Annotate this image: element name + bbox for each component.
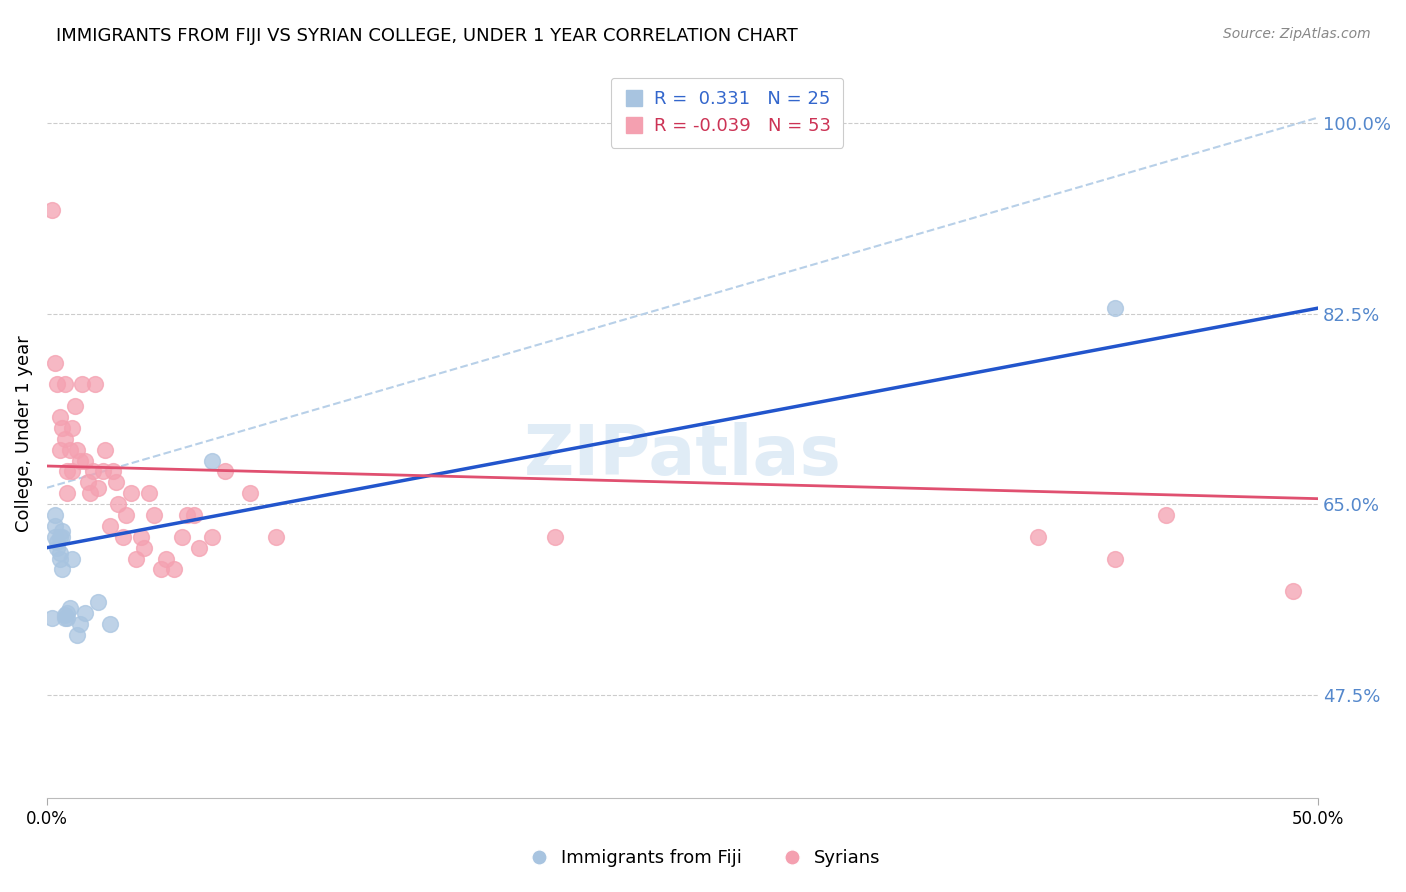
Point — [107, 497, 129, 511]
Point — [60, 465, 83, 479]
Point — [87, 595, 110, 609]
Point — [120, 486, 142, 500]
Point — [44, 530, 66, 544]
Point — [163, 562, 186, 576]
Point — [53, 432, 76, 446]
Point — [51, 421, 73, 435]
Point — [73, 453, 96, 467]
Point — [112, 530, 135, 544]
Point — [72, 377, 94, 392]
Point — [60, 421, 83, 435]
Point — [1104, 551, 1126, 566]
Point — [201, 453, 224, 467]
Point — [48, 546, 70, 560]
Point — [44, 519, 66, 533]
Point — [1028, 530, 1050, 544]
Point — [82, 465, 104, 479]
Point — [87, 481, 110, 495]
Point — [56, 465, 79, 479]
Point — [91, 465, 114, 479]
Point — [51, 562, 73, 576]
Point — [41, 203, 63, 218]
Legend: R =  0.331   N = 25, R = -0.039   N = 53: R = 0.331 N = 25, R = -0.039 N = 53 — [610, 78, 844, 148]
Point — [101, 465, 124, 479]
Point — [79, 486, 101, 500]
Point — [59, 600, 82, 615]
Point — [53, 377, 76, 392]
Point — [73, 606, 96, 620]
Point — [48, 442, 70, 457]
Point — [69, 453, 91, 467]
Point — [155, 551, 177, 566]
Point — [69, 616, 91, 631]
Point — [60, 551, 83, 566]
Point — [183, 508, 205, 522]
Point — [76, 475, 98, 490]
Point — [51, 524, 73, 539]
Point — [66, 442, 89, 457]
Y-axis label: College, Under 1 year: College, Under 1 year — [15, 335, 32, 532]
Point — [66, 628, 89, 642]
Point — [84, 377, 107, 392]
Text: ZIPatlas: ZIPatlas — [523, 422, 841, 489]
Text: IMMIGRANTS FROM FIJI VS SYRIAN COLLEGE, UNDER 1 YEAR CORRELATION CHART: IMMIGRANTS FROM FIJI VS SYRIAN COLLEGE, … — [56, 27, 799, 45]
Point — [125, 551, 148, 566]
Point — [132, 541, 155, 555]
Point — [51, 530, 73, 544]
Point — [56, 611, 79, 625]
Point — [129, 530, 152, 544]
Point — [544, 530, 567, 544]
Point — [48, 530, 70, 544]
Point — [59, 442, 82, 457]
Point — [41, 611, 63, 625]
Point — [170, 530, 193, 544]
Point — [239, 486, 262, 500]
Point — [188, 541, 211, 555]
Point — [104, 475, 127, 490]
Point — [53, 608, 76, 623]
Point — [48, 409, 70, 424]
Legend: Immigrants from Fiji, Syrians: Immigrants from Fiji, Syrians — [517, 842, 889, 874]
Point — [1154, 508, 1177, 522]
Point — [94, 442, 117, 457]
Text: Source: ZipAtlas.com: Source: ZipAtlas.com — [1223, 27, 1371, 41]
Point — [142, 508, 165, 522]
Point — [53, 611, 76, 625]
Point — [264, 530, 287, 544]
Point — [214, 465, 236, 479]
Point — [56, 486, 79, 500]
Point — [114, 508, 136, 522]
Point — [1104, 301, 1126, 315]
Point — [48, 551, 70, 566]
Point — [46, 377, 69, 392]
Point — [46, 541, 69, 555]
Point — [100, 519, 122, 533]
Point — [44, 355, 66, 369]
Point — [1281, 584, 1303, 599]
Point — [46, 535, 69, 549]
Point — [100, 616, 122, 631]
Point — [138, 486, 160, 500]
Point — [150, 562, 173, 576]
Point — [56, 606, 79, 620]
Point — [63, 399, 86, 413]
Point — [176, 508, 198, 522]
Point — [201, 530, 224, 544]
Point — [44, 508, 66, 522]
